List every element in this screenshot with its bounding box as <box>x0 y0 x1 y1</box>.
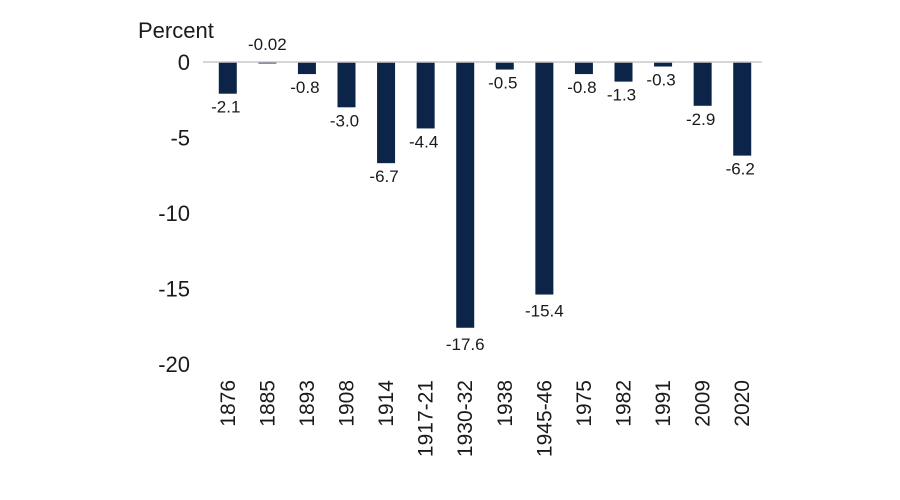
bar <box>456 62 475 328</box>
x-tick-label: 1914 <box>375 380 398 427</box>
data-label: -15.4 <box>525 302 564 321</box>
bar <box>495 62 514 70</box>
bar <box>337 62 356 108</box>
y-tick-label: -5 <box>170 126 190 151</box>
x-tick-label: 1991 <box>652 380 675 427</box>
data-label: -0.5 <box>488 74 517 93</box>
x-tick-label: 1893 <box>296 380 319 427</box>
bar <box>654 62 673 67</box>
x-tick-label: 1917-21 <box>415 380 438 457</box>
data-label: -2.9 <box>686 110 715 129</box>
x-tick-label: 1885 <box>256 380 279 427</box>
x-tick-label: 1982 <box>613 380 636 427</box>
x-tick-label: 1975 <box>573 380 596 427</box>
data-label: -6.7 <box>369 167 398 186</box>
data-label: -0.02 <box>248 35 287 54</box>
bar <box>535 62 554 295</box>
x-axis-ticks: 1876 1885 1893 1908 1914 1917-21 1930-32 1938 19… <box>217 380 754 457</box>
data-label: -0.3 <box>646 71 675 90</box>
data-label: -6.2 <box>726 160 755 179</box>
data-label: -17.6 <box>446 335 485 354</box>
data-label: -4.4 <box>409 132 438 151</box>
bar <box>574 62 593 75</box>
bar <box>416 62 435 129</box>
x-tick-label: 1945-46 <box>533 380 556 457</box>
data-label: -3.0 <box>330 111 359 130</box>
y-tick-label: 0 <box>178 50 190 75</box>
bar <box>614 62 633 82</box>
bar <box>377 62 396 164</box>
y-axis-ticks: 0 -5 -10 -15 -20 <box>158 50 190 377</box>
bar <box>693 62 712 106</box>
x-tick-label: 1930-32 <box>454 380 477 457</box>
x-tick-label: 1876 <box>217 380 240 427</box>
data-label: -0.8 <box>567 78 596 97</box>
x-tick-label: 2009 <box>692 380 715 427</box>
y-tick-label: -10 <box>158 201 190 226</box>
data-labels: -2.1 -0.02 -0.8 -3.0 -6.7 -4.4 -17.6 -0.5 -15.4 -… <box>211 35 755 354</box>
y-tick-label: -20 <box>158 352 190 377</box>
bars <box>218 62 752 328</box>
x-tick-label: 1908 <box>336 380 359 427</box>
y-axis-unit-label: Percent <box>138 18 214 43</box>
data-label: -1.3 <box>607 86 636 105</box>
x-tick-label: 2020 <box>731 380 754 427</box>
data-label: -2.1 <box>211 98 240 117</box>
bar <box>297 62 316 75</box>
bar <box>218 62 237 94</box>
data-label: -0.8 <box>290 78 319 97</box>
y-tick-label: -15 <box>158 277 190 302</box>
bar <box>733 62 752 156</box>
x-tick-label: 1938 <box>494 380 517 427</box>
